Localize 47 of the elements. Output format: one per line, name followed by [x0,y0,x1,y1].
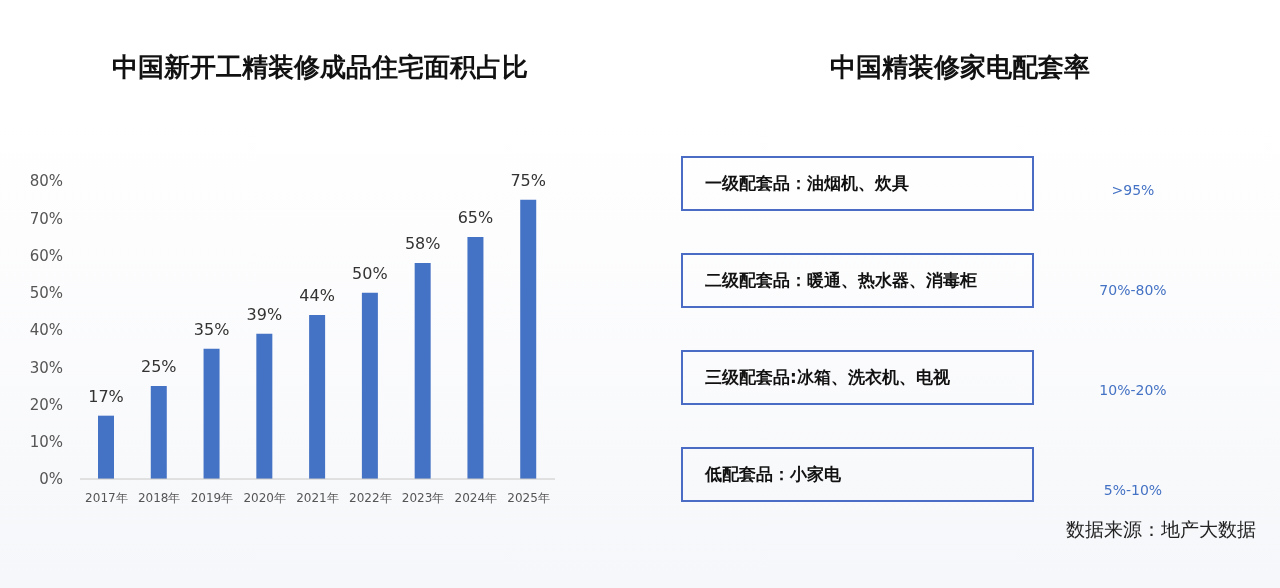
y-tick-label: 80% [29,172,63,191]
bar [361,292,378,479]
x-tick-label: 2018年 [137,490,181,505]
y-tick-label: 70% [29,209,63,228]
x-tick-label: 2020年 [243,490,286,505]
bar [203,348,220,479]
bar [309,315,326,479]
category-label: 二级配套品：暖通、热水器、消毒柜 [705,269,977,292]
text: 10%-20% [1099,382,1167,398]
x-tick-label: 2024年 [454,490,498,505]
x-tick-label: 2025年 [507,490,550,505]
data-label: 35% [193,319,230,339]
text: 中国精装修家电配套率 [829,51,1091,84]
text: 5%-10% [1103,482,1163,498]
text: 70%-80% [1099,282,1167,298]
source-note: 数据来源：地产大数据 [1066,517,1256,542]
x-tick-label: 2019年 [190,490,234,505]
data-label: 39% [246,304,283,324]
x-tick-label: 2023年 [401,490,445,505]
bar [414,262,431,479]
data-label: 65% [457,207,494,227]
category-label: 低配套品：小家电 [705,463,841,486]
y-tick-label: 50% [29,284,63,303]
bar [520,199,537,479]
data-label: 75% [510,170,546,190]
data-label: 44% [299,286,335,306]
y-tick-label: 30% [29,358,63,377]
data-label: 25% [141,356,177,376]
category-label: 三级配套品:冰箱、洗衣机、电视 [705,366,950,389]
y-tick-label: 60% [29,246,63,265]
x-tick-label: 2022年 [349,490,392,505]
bar [150,385,167,479]
text: >95% [1111,182,1155,198]
bar [467,236,484,479]
y-tick-label: 20% [29,395,63,414]
y-tick-label: 10% [29,433,63,452]
x-tick-label: 2021年 [296,490,339,505]
data-label: 17% [88,386,124,406]
chart-title: 中国新开工精装修成品住宅面积占比 [111,51,529,84]
y-tick-label: 0% [39,470,63,489]
y-tick-label: 40% [29,321,63,340]
data-label: 50% [352,263,388,283]
bar [98,415,114,479]
x-tick-label: 2017年 [85,490,128,505]
category-label: 一级配套品：油烟机、炊具 [705,172,909,195]
data-label: 58% [404,233,441,253]
bar [256,333,273,479]
